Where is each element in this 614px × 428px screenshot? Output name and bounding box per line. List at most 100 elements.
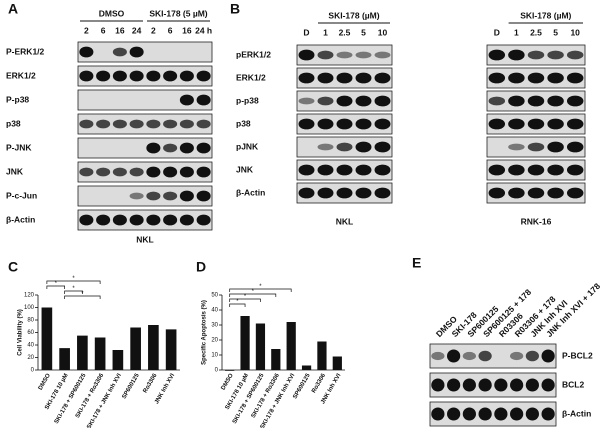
band [96, 70, 111, 82]
lane-label: 24 h [195, 25, 212, 35]
band [525, 350, 539, 362]
bar [225, 370, 235, 371]
band [508, 143, 525, 151]
bar [148, 325, 159, 370]
row-label: BCL2 [562, 379, 584, 389]
band [527, 118, 545, 130]
panel-label: E [412, 255, 421, 271]
band [179, 119, 194, 129]
band [179, 70, 194, 82]
lane-label: 2.5 [530, 27, 542, 37]
band [547, 50, 564, 60]
band [547, 187, 564, 199]
band [112, 167, 127, 177]
y-tick-label: 20 [211, 338, 218, 344]
band [298, 97, 315, 105]
lane-label: D [494, 27, 500, 37]
band [510, 378, 524, 392]
y-tick-label: 60 [27, 330, 34, 336]
lane-label: 10 [378, 27, 388, 37]
band [488, 72, 506, 84]
bar [165, 329, 177, 370]
row-label: ERK1/2 [6, 70, 36, 80]
band [79, 167, 94, 177]
row-label: P-ERK1/2 [6, 46, 45, 56]
x-tick-label: Ro3306 [143, 372, 159, 394]
blot-strip [77, 113, 213, 135]
y-axis-label: Cell Viability (%) [18, 309, 24, 356]
lane-label: 1 [514, 27, 519, 37]
band [547, 141, 564, 153]
band [179, 142, 194, 154]
row-label: p38 [6, 118, 21, 128]
band [163, 119, 178, 129]
lane-label: 2.5 [339, 27, 351, 37]
band [196, 70, 211, 82]
y-tick-label: 40 [211, 308, 218, 314]
band [527, 164, 545, 176]
band [494, 407, 508, 421]
y-axis-label: Specific Apoptosis (%) [202, 300, 208, 365]
bar [41, 307, 53, 370]
y-tick-label: 0 [31, 368, 35, 374]
band [298, 164, 315, 176]
band [541, 407, 555, 421]
bar [59, 348, 70, 370]
band [478, 378, 492, 392]
band [317, 118, 334, 130]
band [374, 72, 391, 84]
band [129, 214, 144, 226]
x-tick-label: SKI-178 + SP600125 [54, 372, 88, 425]
row-label: p38 [236, 118, 251, 128]
band [79, 46, 94, 58]
band [179, 214, 194, 226]
band [431, 407, 445, 421]
blot-strip [77, 89, 213, 111]
band [163, 70, 178, 82]
blot-strip [77, 137, 213, 159]
y-tick-label: 10 [211, 353, 218, 359]
band [510, 351, 524, 361]
band [488, 49, 506, 61]
band [547, 164, 564, 176]
band [317, 50, 334, 60]
band [355, 51, 372, 59]
band [527, 50, 545, 60]
band [129, 192, 144, 200]
x-tick-label: DMSO [38, 373, 52, 392]
significance-bracket [229, 303, 246, 307]
band [163, 166, 178, 178]
significance-mark: * [55, 281, 58, 287]
x-tick-label: DMSO [221, 373, 235, 392]
significance-mark: * [244, 294, 247, 300]
band [146, 142, 161, 154]
band [374, 164, 391, 176]
group-label: DMSO [99, 8, 125, 18]
y-tick-label: 20 [27, 355, 34, 361]
significance-mark: * [81, 291, 84, 297]
blot-strip [77, 185, 213, 207]
significance-bracket [46, 280, 101, 284]
band [163, 191, 178, 201]
band [508, 118, 525, 130]
bar [240, 316, 250, 370]
bar [271, 349, 281, 370]
band [96, 214, 111, 226]
band [488, 118, 506, 130]
bar [255, 323, 266, 370]
band [488, 187, 506, 199]
significance-bracket [229, 288, 292, 292]
lane-label: D [303, 27, 309, 37]
row-label: β-Actin [562, 408, 591, 418]
bar [286, 322, 296, 370]
band [508, 164, 525, 176]
band [317, 72, 334, 84]
band [129, 119, 144, 129]
row-label: P-BCL2 [562, 350, 593, 360]
band [374, 51, 391, 59]
band [298, 118, 315, 130]
group-label: SKI-178 (µM) [328, 10, 379, 20]
band [508, 49, 525, 61]
x-tick-label: SKI-178 + JNK Inh XVI [86, 373, 123, 428]
